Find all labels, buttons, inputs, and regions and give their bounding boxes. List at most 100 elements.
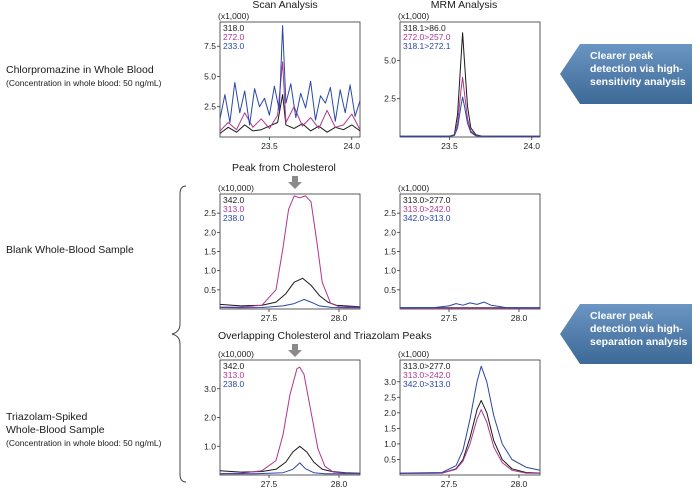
x-tick-label: 27.5: [441, 479, 458, 489]
scale-label: (x1,000): [398, 349, 429, 359]
x-tick-label: 23.5: [441, 141, 458, 151]
chart-mrm-triazolam: (x1,000) 0.5 1.0 1.5 2.0 2.5 3.0 27.5 28.0 313.0>…: [384, 349, 541, 489]
series-line: [399, 409, 541, 474]
y-tick-label: 2.0: [204, 413, 216, 423]
grouping-bracket: [171, 185, 187, 483]
y-tick-label: 5.0: [204, 71, 216, 81]
series-line: [399, 399, 541, 474]
chart-mrm-chlorpromazine: (x1,000) 2.5 5.0 23.5 24.0 318.1>86.0272.0>25…: [384, 11, 541, 151]
column-title-scan: Scan Analysis: [252, 0, 318, 11]
section-title-overlap: Overlapping Cholesterol and Triazolam Pe…: [218, 330, 432, 342]
legend-entry: 342.0>313.0: [403, 379, 451, 389]
row-label-blank: Blank Whole-Blood Sample: [6, 244, 134, 257]
x-tick-label: 23.5: [261, 141, 278, 151]
y-tick-label: 2.5: [384, 392, 396, 402]
y-tick-label: 1.0: [384, 439, 396, 449]
x-tick-label: 28.0: [511, 479, 528, 489]
x-tick-label: 28.0: [511, 313, 528, 323]
x-tick-label: 24.0: [523, 141, 540, 151]
series-line: [400, 76, 540, 137]
y-tick-label: 1.0: [384, 266, 396, 276]
chart-scan-triazolam: (x10,000) 1.0 2.0 3.0 27.5 28.0 342.0313.0238.…: [204, 349, 361, 489]
row-label-triazolam: Triazolam-Spiked Whole-Blood Sample (Con…: [6, 398, 161, 463]
x-tick-label: 24.0: [343, 141, 360, 151]
legend-entry: 313.0>277.0: [403, 361, 451, 371]
series-line: [220, 462, 360, 475]
legend-entry: 238.0: [223, 213, 245, 223]
y-tick-label: 2.0: [204, 227, 216, 237]
y-tick-label: 1.5: [384, 247, 396, 257]
x-tick-label: 28.0: [331, 313, 348, 323]
legend-entry: 313.0>242.0: [403, 204, 451, 214]
y-tick-label: 0.5: [384, 454, 396, 464]
row-label-title: Chlorpromazine in Whole Blood: [6, 64, 154, 76]
y-tick-label: 2.0: [384, 408, 396, 418]
scale-label: (x1,000): [218, 11, 249, 21]
series-line: [219, 25, 361, 126]
legend-entry: 342.0>313.0: [403, 213, 451, 223]
legend-entry: 318.0: [223, 23, 245, 33]
y-tick-label: 3.0: [384, 377, 396, 387]
series-line: [219, 61, 361, 132]
legend-entry: 342.0: [223, 361, 245, 371]
callout-arrow-shape: [560, 44, 692, 104]
column-title-mrm: MRM Analysis: [430, 0, 498, 11]
y-tick-label: 1.0: [204, 441, 216, 451]
y-tick-label: 2.5: [204, 102, 216, 112]
x-tick-label: 27.5: [261, 313, 278, 323]
legend-entry: 342.0: [223, 195, 245, 205]
series-line: [400, 96, 540, 137]
row-label-title: Triazolam-Spiked Whole-Blood Sample: [6, 411, 105, 436]
scale-label: (x10,000): [218, 349, 254, 359]
x-tick-label: 27.5: [261, 479, 278, 489]
scale-label: (x1,000): [398, 183, 429, 193]
callout-text: Clearer peak detection via high-sensitiv…: [590, 50, 686, 88]
plot-frame: [219, 21, 361, 138]
series-line: [220, 195, 360, 308]
series-line: [399, 365, 541, 474]
legend-entry: 272.0>257.0: [403, 32, 451, 42]
y-tick-label: 1.5: [384, 423, 396, 433]
legend-entry: 238.0: [223, 379, 245, 389]
y-tick-label: 2.5: [384, 208, 396, 218]
chart-mrm-blank: (x1,000) 0.5 1.0 1.5 2.0 2.5 27.5 28.0 313.0>277…: [384, 183, 541, 323]
callout-high-separation: Clearer peak detection via high-separati…: [560, 302, 692, 366]
scale-label: (x10,000): [218, 183, 254, 193]
callout-high-sensitivity: Clearer peak detection via high-sensitiv…: [560, 42, 692, 106]
legend-entry: 272.0: [223, 32, 245, 42]
callout-arrow-shape: [560, 304, 692, 364]
y-tick-label: 7.5: [204, 41, 216, 51]
series-line: [219, 445, 361, 474]
y-tick-label: 1.0: [204, 266, 216, 276]
y-tick-label: 2.5: [384, 94, 396, 104]
arrow-down-icon: [288, 344, 302, 357]
section-title-cholesterol: Peak from Cholesterol: [232, 162, 336, 174]
y-tick-label: 0.5: [204, 285, 216, 295]
y-tick-label: 2.5: [204, 208, 216, 218]
legend-entry: 313.0>277.0: [403, 195, 451, 205]
y-tick-label: 0.5: [384, 285, 396, 295]
scale-label: (x1,000): [398, 11, 429, 21]
plot-frame: [399, 21, 541, 138]
series-line: [219, 277, 361, 308]
y-tick-label: 5.0: [384, 55, 396, 65]
legend-entry: 313.0: [223, 370, 245, 380]
legend-entry: 318.1>86.0: [403, 23, 446, 33]
series-line: [219, 366, 361, 475]
arrow-down-icon: [288, 176, 302, 189]
legend-entry: 318.1>272.1: [403, 41, 451, 51]
series-line: [399, 301, 540, 309]
row-label-subtitle: (Concentration in whole blood: 50 ng/mL): [6, 78, 162, 88]
x-tick-label: 28.0: [331, 479, 348, 489]
row-label-title: Blank Whole-Blood Sample: [6, 244, 134, 256]
y-tick-label: 2.0: [384, 227, 396, 237]
legend-entry: 313.0>242.0: [403, 370, 451, 380]
plot-frame: [399, 359, 541, 476]
y-tick-label: 1.5: [204, 247, 216, 257]
row-label-subtitle: (Concentration in whole blood: 50 ng/mL): [6, 438, 162, 448]
x-tick-label: 27.5: [441, 313, 458, 323]
series-line: [219, 298, 360, 309]
legend-entry: 313.0: [223, 204, 245, 214]
chart-scan-blank: (x10,000) 0.5 1.0 1.5 2.0 2.5 27.5 28.0 342.0313…: [204, 183, 361, 323]
